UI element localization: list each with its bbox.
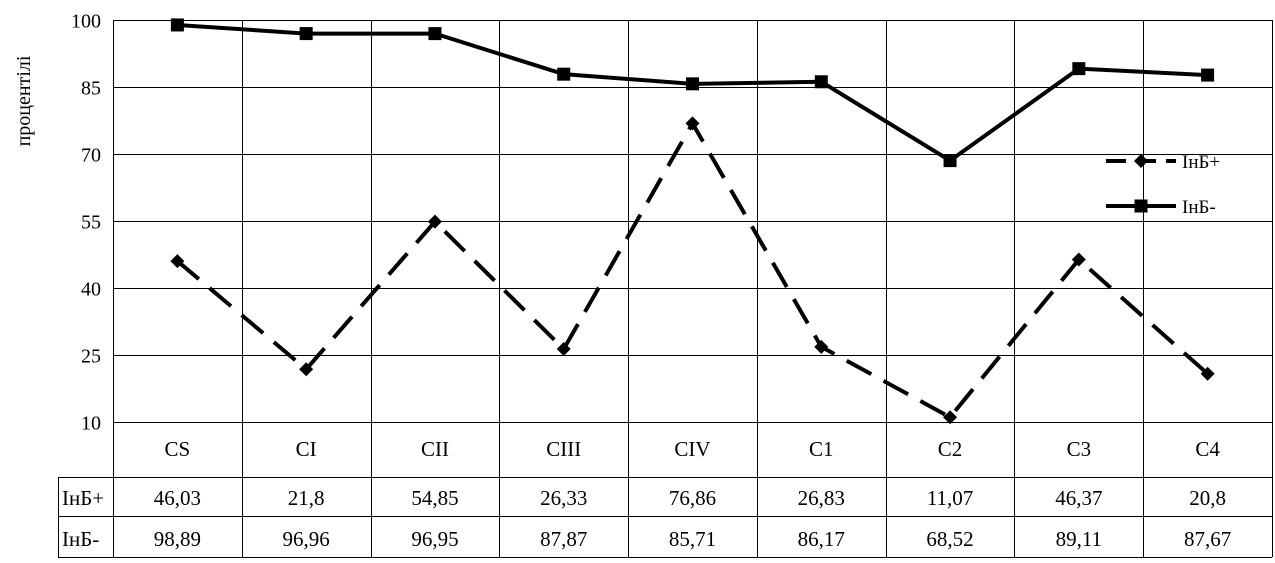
category-label: CS bbox=[165, 437, 191, 461]
data-point bbox=[557, 67, 571, 81]
category-label: C1 bbox=[809, 437, 834, 461]
category-label: CIII bbox=[546, 437, 581, 461]
data-point bbox=[1134, 199, 1148, 213]
data-point bbox=[686, 77, 699, 91]
legend-label: ІнБ+ bbox=[1182, 152, 1220, 173]
table-cell: 54,85 bbox=[411, 486, 458, 510]
category-label: CI bbox=[296, 437, 317, 461]
y-tick-label-25: 25 bbox=[81, 346, 101, 368]
data-point bbox=[170, 18, 184, 32]
table-row-header: ІнБ+ bbox=[62, 486, 104, 510]
y-tick-label-70: 70 bbox=[81, 145, 101, 167]
data-point bbox=[685, 116, 700, 131]
y-tick-label-40: 40 bbox=[81, 279, 101, 301]
data-point bbox=[556, 342, 571, 357]
category-label: C4 bbox=[1195, 437, 1220, 461]
data-point bbox=[427, 214, 442, 229]
table-cell: 86,17 bbox=[798, 527, 845, 551]
table-cell: 11,07 bbox=[927, 486, 973, 510]
table-row-header: ІнБ- bbox=[62, 527, 99, 551]
table-cell: 46,03 bbox=[154, 486, 201, 510]
data-point bbox=[1200, 366, 1215, 381]
data-point bbox=[1134, 154, 1148, 168]
legend: ІнБ+ ІнБ- bbox=[1106, 152, 1220, 218]
table-cell: 98,89 bbox=[154, 527, 201, 551]
data-table: CS CI CII CIII CIV C1 C2 C3 C4 ІнБ+ 46,03 21,8 54,85… bbox=[62, 437, 1231, 551]
data-point bbox=[943, 410, 958, 425]
table-cell: 68,52 bbox=[926, 527, 973, 551]
category-label: C3 bbox=[1067, 437, 1092, 461]
series-line bbox=[177, 22, 1208, 164]
y-tick-label-10: 10 bbox=[81, 413, 101, 435]
series-dashed bbox=[170, 116, 1215, 425]
category-label: C2 bbox=[938, 437, 963, 461]
table-cell: 26,33 bbox=[540, 486, 587, 510]
series-solid bbox=[170, 18, 1215, 168]
table-cell: 46,37 bbox=[1055, 486, 1102, 510]
y-tick-label-55: 55 bbox=[81, 212, 101, 234]
category-label: CIV bbox=[674, 437, 710, 461]
y-axis-title: процентілі bbox=[13, 55, 35, 146]
table-cell: 26,83 bbox=[798, 486, 845, 510]
data-point bbox=[428, 27, 442, 41]
data-point bbox=[1072, 62, 1086, 76]
table-cell: 21,8 bbox=[288, 486, 325, 510]
data-point bbox=[814, 339, 829, 354]
table-cell: 96,95 bbox=[411, 527, 458, 551]
y-tick-label-85: 85 bbox=[81, 78, 101, 100]
data-point bbox=[943, 154, 957, 168]
table-cell: 85,71 bbox=[669, 527, 716, 551]
grid bbox=[58, 20, 1273, 558]
data-point bbox=[814, 75, 828, 89]
table-cell: 87,87 bbox=[540, 527, 587, 551]
data-point bbox=[299, 362, 314, 377]
category-label: CII bbox=[421, 437, 449, 461]
legend-label: ІнБ- bbox=[1182, 197, 1216, 218]
y-tick-label-100: 100 bbox=[71, 11, 101, 33]
data-point bbox=[170, 254, 185, 269]
data-point bbox=[299, 27, 313, 41]
table-cell: 89,11 bbox=[1056, 527, 1102, 551]
data-point bbox=[1201, 68, 1215, 82]
table-cell: 76,86 bbox=[669, 486, 716, 510]
table-cell: 87,67 bbox=[1184, 527, 1231, 551]
series-layer bbox=[170, 18, 1215, 425]
series-line bbox=[176, 119, 1209, 420]
y-axis-ticks: 10 25 40 55 70 85 100 bbox=[71, 11, 101, 435]
table-cell: 20,8 bbox=[1189, 486, 1226, 510]
data-point bbox=[1071, 252, 1086, 267]
table-cell: 96,96 bbox=[283, 527, 330, 551]
